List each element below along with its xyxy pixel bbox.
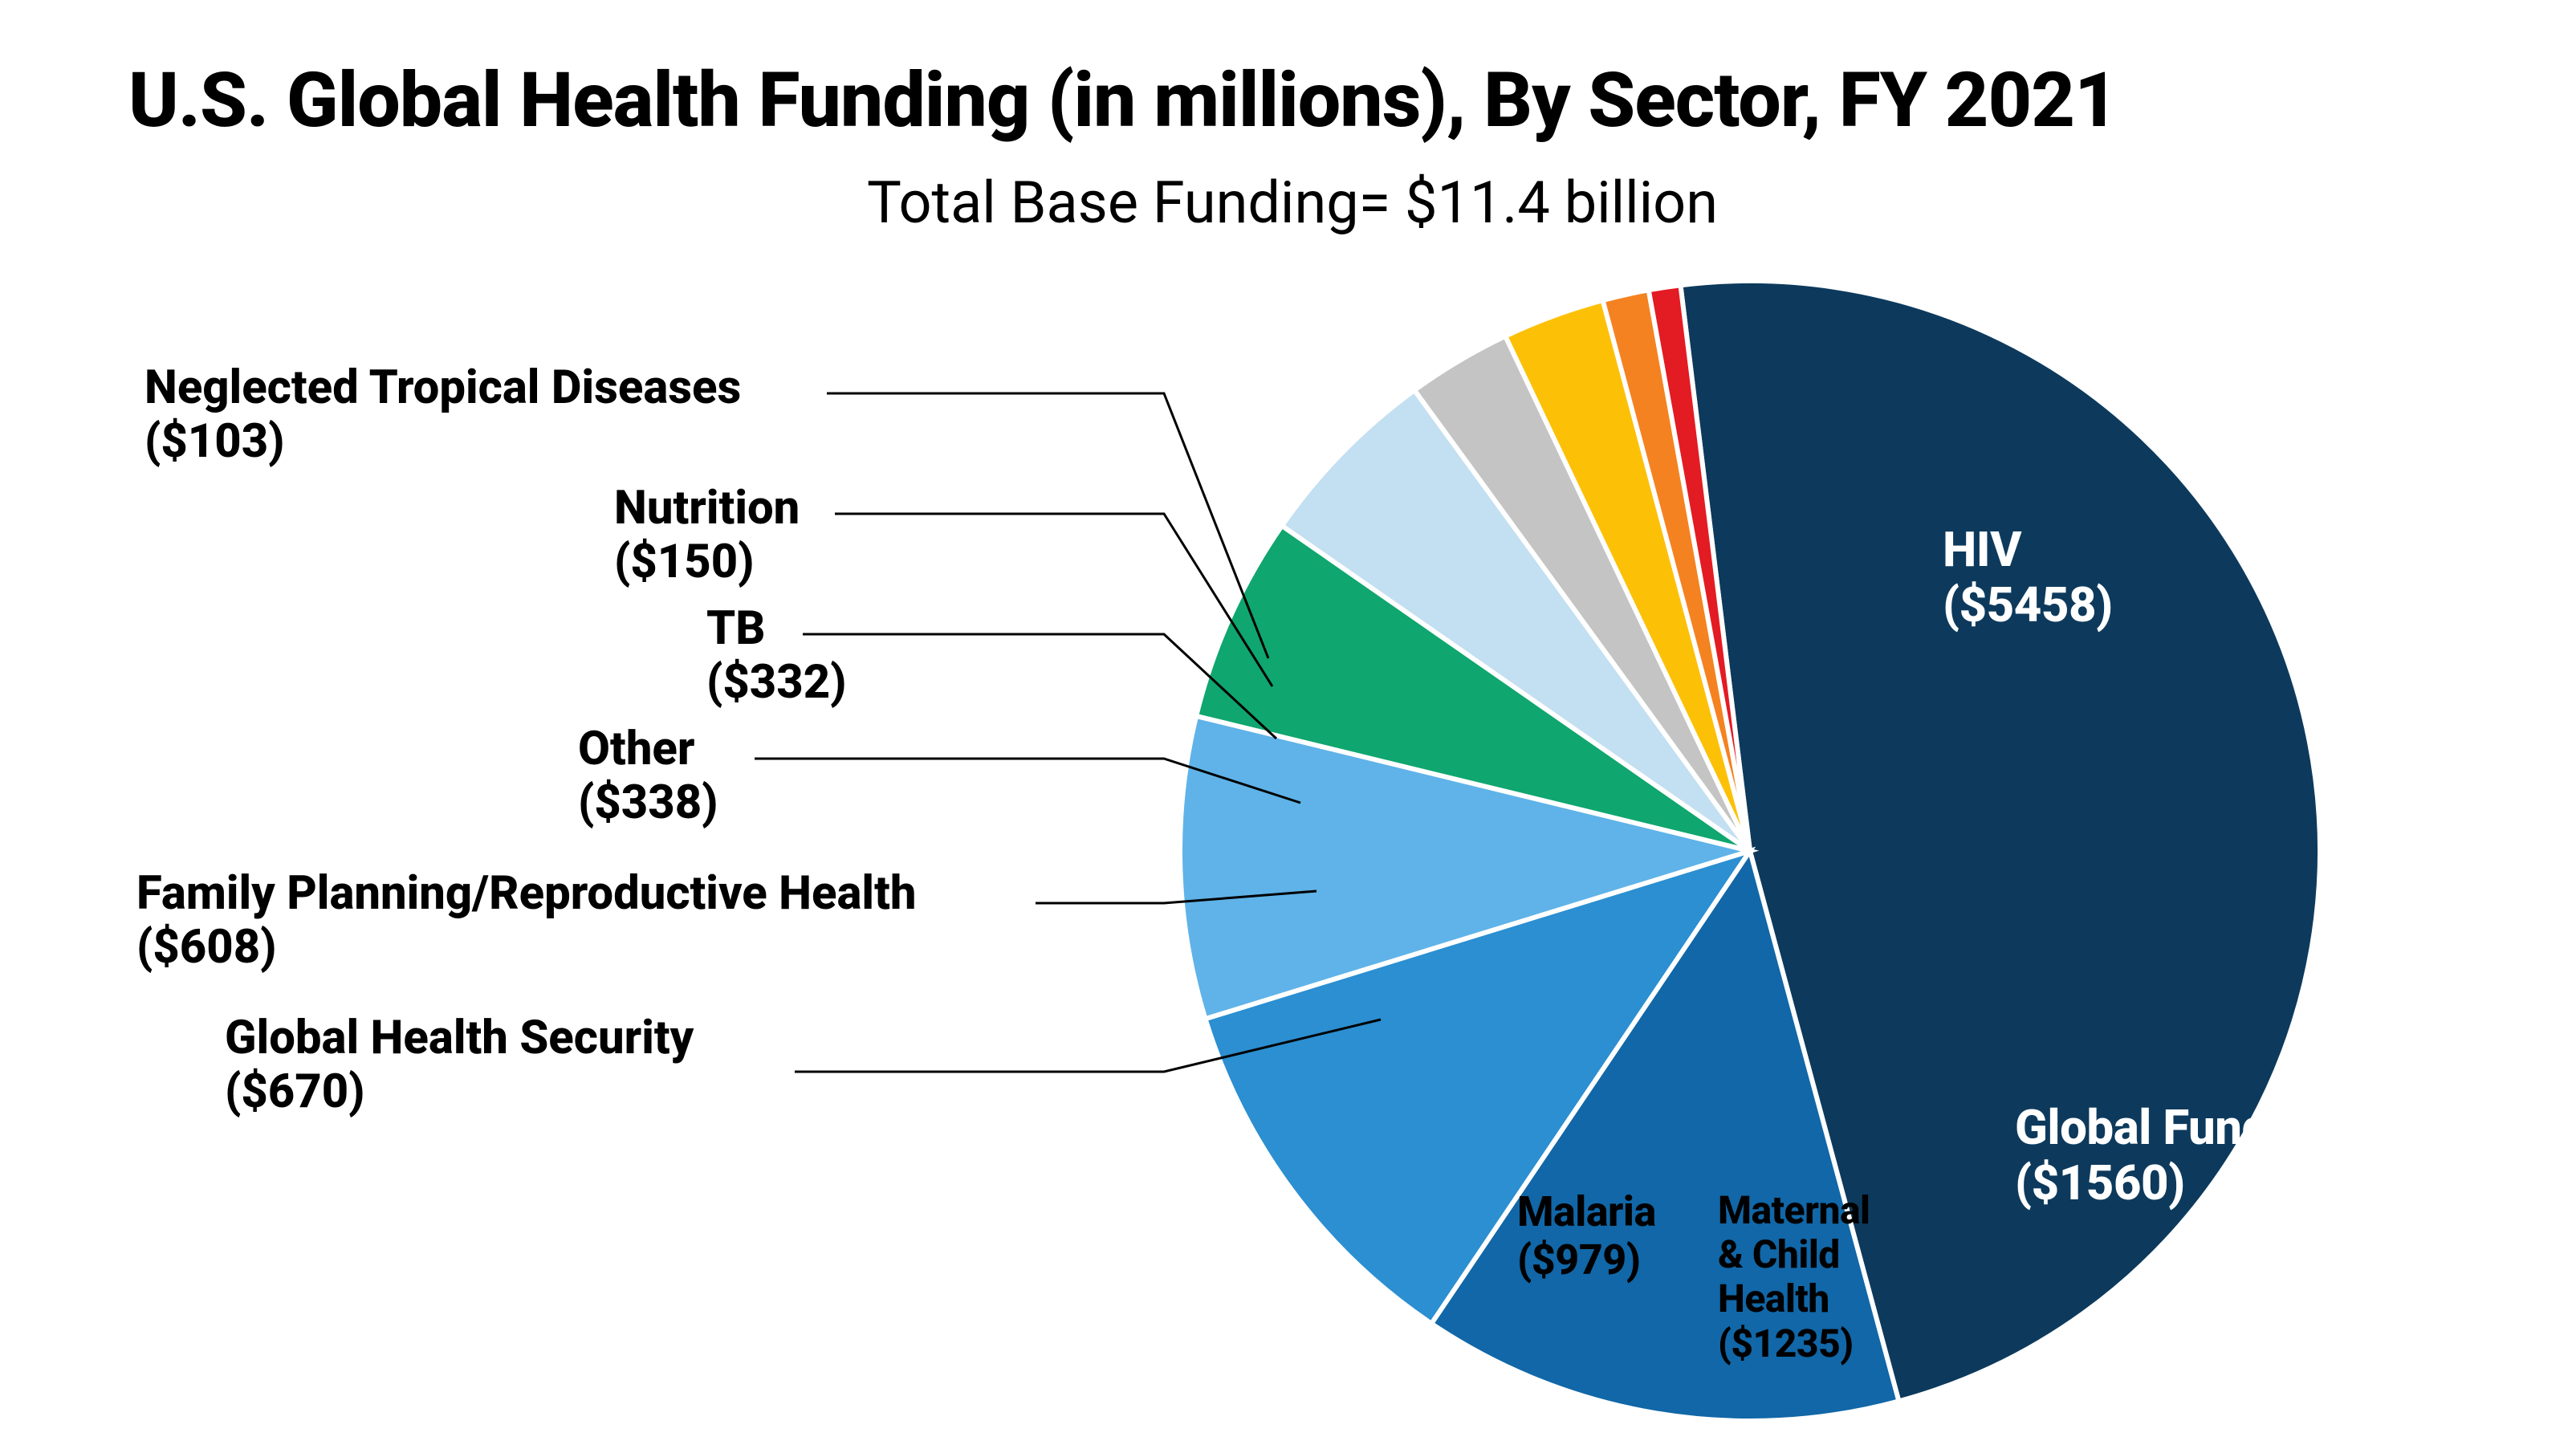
ext-label-other: Other($338) <box>578 722 718 829</box>
chart-subtitle: Total Base Funding= $11.4 billion <box>128 169 2456 237</box>
slice-label-maternal-child-health: Maternal& ChildHealth($1235) <box>1718 1188 1870 1366</box>
slice-label-hiv: HIV($5458) <box>1943 522 2113 633</box>
ext-label-tb: TB($332) <box>706 602 847 709</box>
pie-chart: HIV($5458) Global Fund($1560) Maternal& Ch… <box>1172 273 2328 1429</box>
ext-label-family-planning-reproductive-health: Family Planning/Reproductive Health($608… <box>136 867 916 974</box>
ext-label-neglected-tropical-diseases: Neglected Tropical Diseases($103) <box>144 361 741 468</box>
slice-label-global-fund: Global Fund($1560) <box>2015 1100 2269 1211</box>
chart-title: U.S. Global Health Funding (in millions)… <box>128 56 2118 145</box>
ext-label-global-health-security: Global Health Security($670) <box>225 1012 694 1118</box>
slice-label-malaria: Malaria($979) <box>1517 1188 1656 1284</box>
ext-label-nutrition: Nutrition($150) <box>614 482 800 588</box>
